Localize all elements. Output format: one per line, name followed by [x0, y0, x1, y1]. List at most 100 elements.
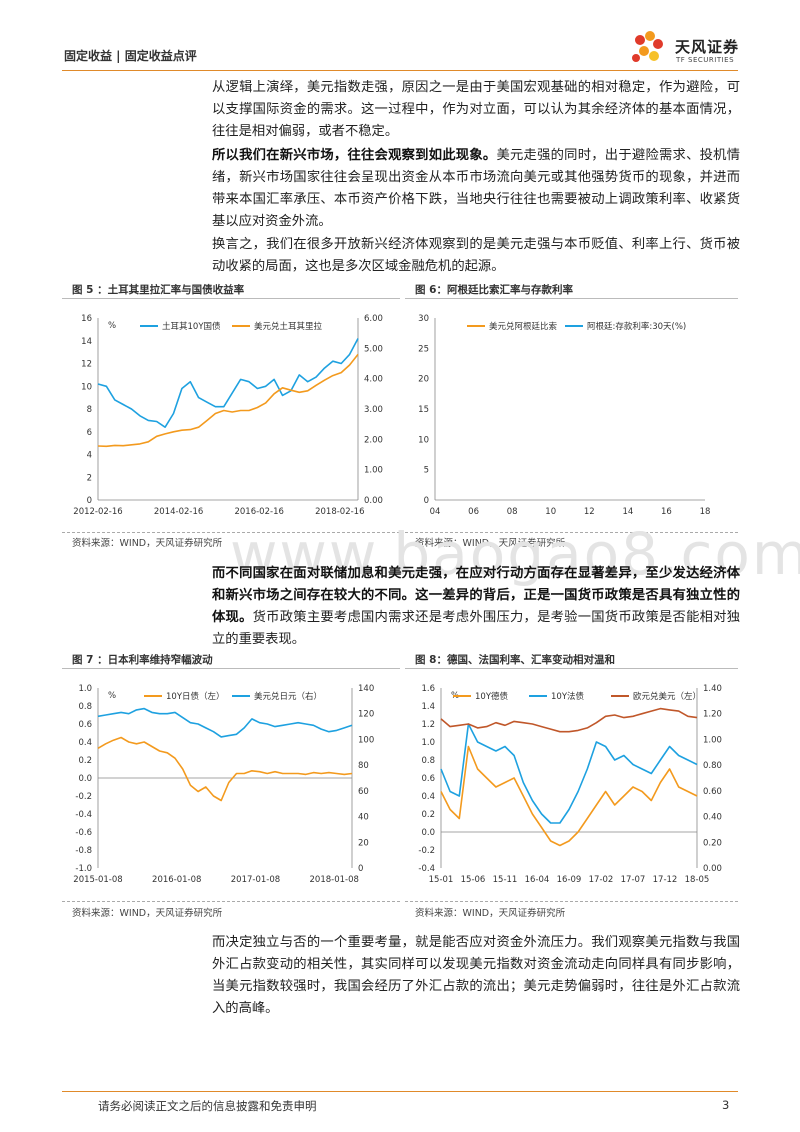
x-tick-label: 2018-01-08: [310, 875, 359, 885]
y-left-tick-label: 0.2: [78, 756, 92, 766]
y-left-tick-label: 1.0: [78, 684, 92, 694]
fig6-chart: 0 5 10 15 20 25 30 04 06 08 10 12 14 16 18 美元兑阿根廷比索 阿根廷:…: [418, 314, 710, 517]
y-right-tick-label: 40: [358, 813, 369, 823]
series-line: [97, 707, 353, 738]
y-right-tick-label: 5.00: [364, 344, 383, 354]
y-right-tick-label: 20: [358, 838, 369, 848]
y-right-tick-label: 0.00: [364, 496, 383, 506]
series-line: [97, 353, 359, 448]
y-left-tick-label: 0.6: [78, 720, 92, 730]
y-right-tick-label: 1.20: [703, 710, 722, 720]
series-line: [97, 338, 359, 428]
paragraph-1: 从逻辑上演绎，美元指数走强，原因之一是由于美国宏观基础的相对稳定，作为避险，可以…: [212, 80, 740, 139]
x-tick-label: 16-09: [557, 875, 582, 885]
fig5-rule: [62, 298, 400, 299]
x-tick-label: 16: [661, 507, 672, 517]
y-left-tick-label: 16: [81, 314, 92, 324]
y-left-tick-label: 1.4: [421, 702, 435, 712]
x-tick-label: 2014-02-16: [154, 507, 203, 517]
legend-label: 10Y法债: [551, 691, 585, 702]
y-right-tick-label: 1.00: [703, 735, 722, 745]
y-left-tick-label: 10: [418, 435, 429, 445]
y-left-tick-label: 14: [81, 337, 92, 347]
y-right-tick-label: 1.00: [364, 466, 383, 476]
y-right-tick-label: 0.80: [703, 761, 722, 771]
fig6-bottom-rule: [405, 532, 738, 533]
header-rule: [62, 70, 738, 71]
series-line: [440, 707, 698, 733]
y-left-tick-label: -0.4: [418, 864, 435, 874]
y-left-tick-label: -0.4: [75, 810, 92, 820]
legend-label: 欧元兑美元（左）: [633, 691, 701, 702]
fig5-source: 资料来源：WIND，天风证券研究所: [72, 538, 223, 549]
fig8-bottom-rule: [405, 901, 738, 902]
x-tick-label: 15-06: [461, 875, 486, 885]
logo-text: 天风证券: [675, 38, 740, 56]
fig7-chart: -1.0-0.8-0.6-0.4-0.20.00.20.40.60.81.002…: [73, 684, 374, 885]
footer-rule: [62, 1091, 738, 1092]
x-tick-label: 2015-01-08: [73, 875, 122, 885]
paragraph-2-bold: 所以我们在新兴市场，往往会观察到如此现象。: [212, 148, 497, 163]
fig6-title: 图 6：阿根廷比索汇率与存款利率: [415, 284, 573, 296]
fig7-bottom-rule: [62, 901, 400, 902]
y-left-tick-label: 2: [87, 473, 92, 483]
y-right-tick-label: 140: [358, 684, 374, 694]
y-left-tick-label: 1.0: [421, 738, 435, 748]
y-left-tick-label: -0.2: [418, 846, 435, 856]
paragraph-4: 而不同国家在面对联储加息和美元走强，在应对行动方面存在显著差异，至少发达经济体和…: [212, 563, 740, 651]
fig7-rule: [62, 668, 400, 669]
x-tick-label: 17-07: [621, 875, 646, 885]
y-right-tick-label: 60: [358, 787, 369, 797]
x-tick-label: 17-12: [653, 875, 678, 885]
y-left-tick-label: 0: [424, 496, 429, 506]
y-left-tick-label: -0.6: [75, 828, 92, 838]
series-line: [440, 745, 698, 847]
fig7-title: 图 7 ：日本利率维持窄幅波动: [72, 654, 213, 666]
y-right-tick-label: 80: [358, 761, 369, 771]
unit-label: %: [108, 691, 116, 701]
x-tick-label: 04: [430, 507, 441, 517]
legend-label: 10Y德债: [475, 691, 509, 702]
paragraph-3: 换言之，我们在很多开放新兴经济体观察到的是美元走强与本币贬值、利率上行、货币被动…: [212, 237, 740, 274]
y-left-tick-label: 4: [87, 451, 92, 461]
footer-disclaimer: 请务必阅读正文之后的信息披露和免责申明: [98, 1099, 317, 1113]
fig6-rule: [405, 298, 738, 299]
paragraph-4-text: 货币政策主要考虑国内需求还是考虑外围压力，是考验一国货币政策是否能相对独立的重要…: [212, 610, 741, 647]
x-tick-label: 14: [622, 507, 633, 517]
y-left-tick-label: 0.6: [421, 774, 435, 784]
series-line: [97, 736, 353, 802]
logo-subtext: TF SECURITIES: [676, 56, 735, 64]
y-left-tick-label: 0.0: [78, 774, 92, 784]
x-tick-label: 2016-02-16: [234, 507, 283, 517]
y-left-tick-label: 6: [87, 428, 92, 438]
y-right-tick-label: 4.00: [364, 375, 383, 385]
y-left-tick-label: 25: [418, 344, 429, 354]
y-left-tick-label: 0.8: [78, 702, 92, 712]
legend-label: 10Y日债（左）: [166, 691, 225, 702]
y-left-tick-label: -0.8: [75, 846, 92, 856]
y-right-tick-label: 120: [358, 710, 374, 720]
x-tick-label: 06: [468, 507, 479, 517]
y-left-tick-label: -0.2: [75, 792, 92, 802]
y-right-tick-label: 3.00: [364, 405, 383, 415]
fig8-title: 图 8：德国、法国利率、汇率变动相对温和: [415, 654, 615, 666]
y-right-tick-label: 1.40: [703, 684, 722, 694]
y-right-tick-label: 0.20: [703, 838, 722, 848]
page-number: 3: [722, 1098, 730, 1112]
fig8-rule: [405, 668, 738, 669]
y-left-tick-label: 0.4: [78, 738, 92, 748]
y-left-tick-label: 20: [418, 375, 429, 385]
legend-label: 美元兑阿根廷比索: [489, 321, 557, 332]
watermark: www.baogao8.com: [230, 520, 800, 588]
x-tick-label: 15-11: [493, 875, 518, 885]
x-tick-label: 12: [584, 507, 595, 517]
fig5-bottom-rule: [62, 532, 400, 533]
x-tick-label: 2018-02-16: [315, 507, 364, 517]
header-section: 固定收益 | 固定收益点评: [64, 49, 197, 63]
legend-label: 土耳其10Y国债: [162, 321, 221, 332]
y-left-tick-label: 0: [87, 496, 92, 506]
fig7-source: 资料来源：WIND，天风证券研究所: [72, 908, 223, 919]
y-left-tick-label: 30: [418, 314, 429, 324]
x-tick-label: 2012-02-16: [73, 507, 122, 517]
fig8-chart: -0.4 -0.2 0.0 0.2 0.4 0.6 0.8 1.0 1.2 1.4 1.6 0.00 0…: [418, 684, 722, 885]
